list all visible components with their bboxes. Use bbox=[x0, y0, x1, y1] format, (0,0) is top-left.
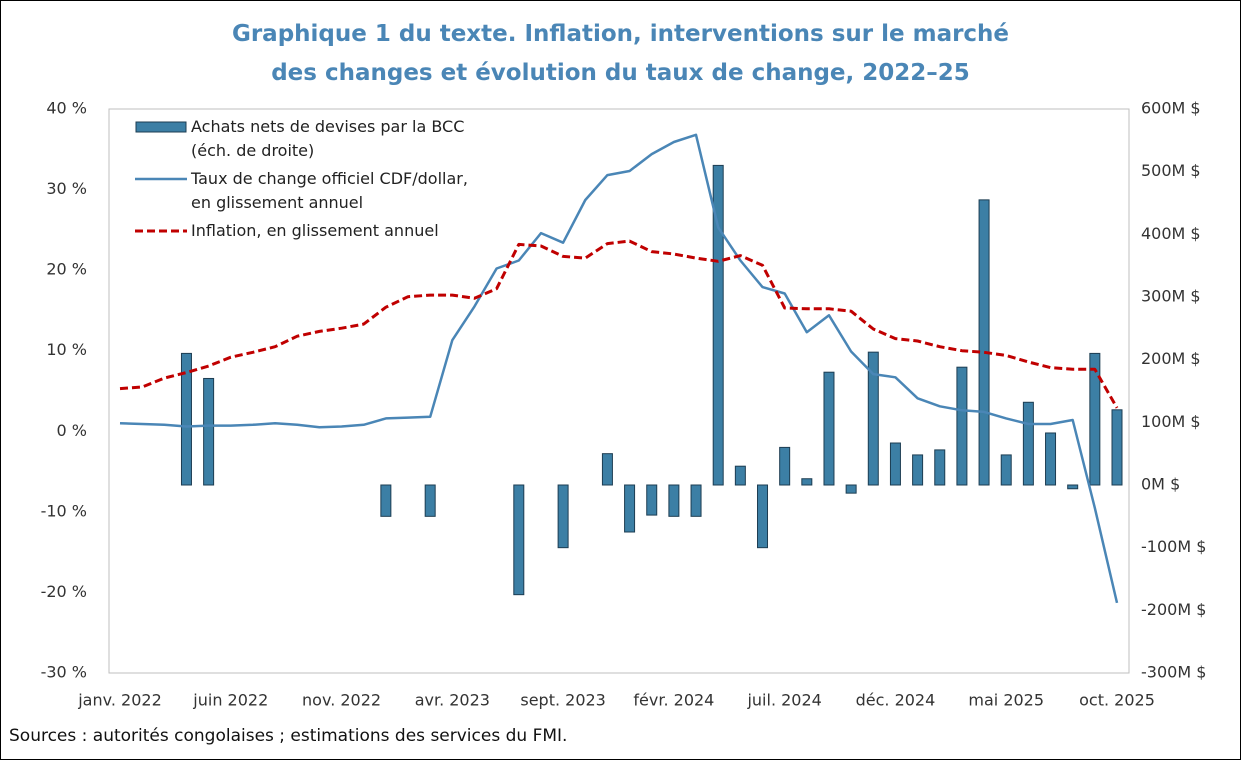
bar bbox=[845, 484, 857, 494]
bar bbox=[646, 484, 658, 516]
series-line bbox=[119, 133, 1119, 604]
bar bbox=[1067, 484, 1079, 490]
bar bbox=[978, 199, 990, 486]
bar bbox=[912, 454, 924, 486]
bar bbox=[1089, 352, 1101, 486]
bar bbox=[956, 366, 968, 486]
legend-swatch bbox=[135, 121, 187, 133]
y-tick-label: -30 % bbox=[41, 663, 87, 682]
x-tick-label: juil. 2024 bbox=[746, 691, 821, 710]
x-tick-label: sept. 2023 bbox=[520, 691, 606, 710]
legend-swatch-bar bbox=[135, 121, 187, 133]
x-tick-label: déc. 2024 bbox=[856, 691, 936, 710]
y2-tick-label: 200M $ bbox=[1141, 349, 1201, 368]
y2-tick-label: 300M $ bbox=[1141, 287, 1201, 306]
y2-tick-label: -200M $ bbox=[1141, 600, 1206, 619]
legend-label: Achats nets de devises par la BCC (éch. … bbox=[191, 117, 465, 160]
bar bbox=[424, 484, 436, 517]
bar bbox=[1022, 401, 1034, 486]
legend-entry: Inflation, en glissement annuel bbox=[135, 219, 468, 243]
bar bbox=[779, 446, 791, 486]
y-tick-label: 10 % bbox=[46, 340, 87, 359]
y-tick-label: -20 % bbox=[41, 582, 87, 601]
bar bbox=[1111, 409, 1123, 486]
y2-tick-label: 100M $ bbox=[1141, 412, 1201, 431]
bar bbox=[1045, 432, 1057, 486]
y-tick-label: 20 % bbox=[46, 260, 87, 279]
y2-tick-label: 0M $ bbox=[1141, 475, 1180, 494]
y-tick-label: 30 % bbox=[46, 179, 87, 198]
bar bbox=[1000, 454, 1012, 486]
bar bbox=[712, 164, 724, 486]
x-tick-label: oct. 2025 bbox=[1079, 691, 1155, 710]
bar bbox=[601, 453, 613, 486]
bar bbox=[934, 449, 946, 486]
legend: Achats nets de devises par la BCC (éch. … bbox=[135, 115, 468, 247]
x-tick-label: juin 2022 bbox=[192, 691, 268, 710]
bar bbox=[203, 377, 215, 486]
legend-swatch bbox=[135, 177, 187, 181]
y2-tick-label: 400M $ bbox=[1141, 224, 1201, 243]
x-tick-label: févr. 2024 bbox=[633, 691, 714, 710]
legend-swatch bbox=[135, 229, 187, 233]
x-tick-label: nov. 2022 bbox=[302, 691, 381, 710]
y2-tick-label: -300M $ bbox=[1141, 663, 1206, 682]
y-tick-label: 0 % bbox=[57, 421, 87, 440]
chart-title: Graphique 1 du texte. Inflation, interve… bbox=[231, 21, 1010, 86]
bar bbox=[690, 484, 702, 517]
y2-tick-label: 500M $ bbox=[1141, 161, 1201, 180]
bar bbox=[180, 352, 192, 486]
source-note: Sources : autorités congolaises ; estima… bbox=[9, 726, 568, 746]
bar bbox=[380, 484, 392, 517]
bar bbox=[668, 484, 680, 517]
legend-label: Inflation, en glissement annuel bbox=[191, 221, 439, 240]
x-tick-label: mai 2025 bbox=[968, 691, 1044, 710]
legend-entry: Taux de change officiel CDF/dollar, en g… bbox=[135, 167, 468, 215]
y2-tick-label: 600M $ bbox=[1141, 99, 1201, 118]
y-tick-label: -10 % bbox=[41, 501, 87, 520]
y2-tick-label: -100M $ bbox=[1141, 537, 1206, 556]
bar bbox=[867, 351, 879, 486]
bar bbox=[801, 478, 813, 486]
legend-label: Taux de change officiel CDF/dollar, en g… bbox=[191, 169, 468, 212]
x-tick-label: janv. 2022 bbox=[77, 691, 162, 710]
bar bbox=[624, 484, 636, 533]
bar bbox=[757, 484, 769, 549]
bar bbox=[889, 442, 901, 486]
plot-area bbox=[108, 108, 1130, 674]
bar bbox=[823, 371, 835, 486]
bar bbox=[557, 484, 569, 549]
legend-entry: Achats nets de devises par la BCC (éch. … bbox=[135, 115, 468, 163]
y-tick-label: 40 % bbox=[46, 99, 87, 118]
bar bbox=[513, 484, 525, 596]
series-line bbox=[119, 239, 1119, 409]
bar bbox=[734, 465, 746, 486]
x-tick-label: avr. 2023 bbox=[415, 691, 490, 710]
